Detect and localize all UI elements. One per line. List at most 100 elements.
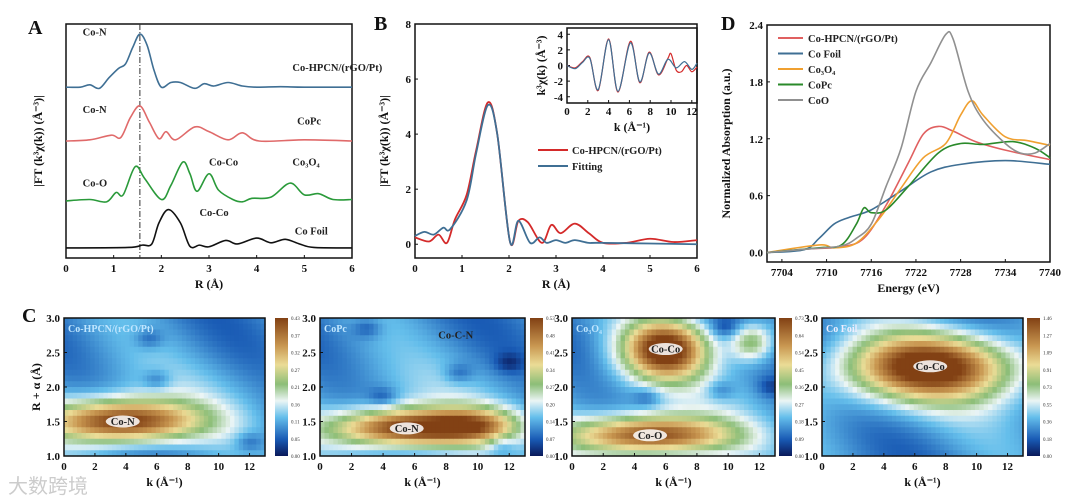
heatmap-cell bbox=[713, 387, 719, 394]
heatmap-cell bbox=[324, 444, 330, 451]
heatmap-cell bbox=[440, 444, 446, 451]
heatmap-cell bbox=[883, 404, 889, 411]
heatmap-cell bbox=[677, 364, 683, 371]
heatmap-cell bbox=[85, 318, 91, 325]
heatmap-cell bbox=[395, 450, 401, 457]
heatmap-cell bbox=[961, 369, 967, 377]
heatmap-cell bbox=[874, 375, 880, 382]
heatmap-cell bbox=[966, 387, 972, 394]
heatmap-cell bbox=[735, 415, 741, 423]
heatmap-cell bbox=[173, 410, 179, 417]
heatmap-cell bbox=[377, 346, 383, 354]
heatmap-cell bbox=[691, 421, 697, 428]
heatmap-cell bbox=[212, 335, 218, 342]
heatmap-cell bbox=[373, 421, 379, 428]
heatmap-cell bbox=[620, 438, 626, 446]
heatmap-cell bbox=[624, 427, 630, 434]
heatmap-cell bbox=[103, 323, 109, 331]
heatmap-cell bbox=[983, 329, 989, 336]
heatmap-cell bbox=[602, 415, 608, 423]
heatmap-cell bbox=[939, 329, 945, 336]
heatmap-cell bbox=[835, 323, 841, 331]
heatmap-cell bbox=[878, 318, 884, 325]
x-tick-label: 4 bbox=[632, 461, 638, 473]
heatmap-cell bbox=[926, 318, 932, 325]
heatmap-cell bbox=[364, 346, 370, 354]
heatmap-cell bbox=[234, 329, 240, 336]
heatmap-cell bbox=[931, 398, 937, 405]
heatmap-cell bbox=[748, 375, 754, 382]
heatmap-cell bbox=[489, 335, 495, 342]
heatmap-cell bbox=[691, 381, 697, 388]
heatmap-cell bbox=[418, 318, 424, 325]
series-line-co3o4 bbox=[65, 161, 353, 203]
heatmap-cell bbox=[181, 387, 187, 394]
heatmap-cell bbox=[757, 329, 763, 336]
heatmap-cell bbox=[225, 392, 231, 400]
heatmap-cell bbox=[256, 444, 262, 451]
heatmap-cell bbox=[983, 415, 989, 423]
heatmap-cell bbox=[870, 427, 876, 434]
heatmap-cell bbox=[992, 404, 998, 411]
heatmap-cell bbox=[422, 323, 428, 331]
heatmap-cell bbox=[98, 381, 104, 388]
heatmap-cell bbox=[861, 444, 867, 451]
heatmap-cell bbox=[896, 323, 902, 331]
heatmap-cell bbox=[633, 358, 639, 365]
heatmap-cell bbox=[770, 329, 776, 336]
heatmap-cell bbox=[900, 404, 906, 411]
heatmap-cell bbox=[970, 404, 976, 411]
heatmap-cell bbox=[328, 364, 334, 371]
heatmap-cell bbox=[961, 427, 967, 434]
heatmap-cell bbox=[203, 341, 209, 348]
heatmap-cell bbox=[766, 358, 772, 365]
heatmap-cell bbox=[887, 335, 893, 342]
heatmap-cell bbox=[369, 375, 375, 382]
heatmap-cell bbox=[979, 387, 985, 394]
heatmap-cell bbox=[704, 444, 710, 451]
heatmap-cell bbox=[90, 323, 96, 331]
heatmap-cell bbox=[186, 341, 192, 348]
heatmap-cell bbox=[72, 375, 78, 382]
heatmap-cell bbox=[72, 369, 78, 377]
heatmap-cell bbox=[72, 335, 78, 342]
heatmap-cell bbox=[520, 346, 526, 354]
heatmap-cell bbox=[234, 415, 240, 423]
heatmap-cell bbox=[874, 381, 880, 388]
heatmap-cell bbox=[686, 341, 692, 348]
heatmap-cell bbox=[739, 392, 745, 400]
heatmap-cell bbox=[395, 375, 401, 382]
heatmap-cell bbox=[168, 335, 174, 342]
heatmap-cell bbox=[848, 438, 854, 446]
heatmap-cell bbox=[68, 352, 74, 359]
heatmap-cell bbox=[369, 323, 375, 331]
heatmap-cell bbox=[1014, 352, 1020, 359]
heatmap-cell bbox=[94, 433, 100, 440]
heatmap-cell bbox=[449, 392, 455, 400]
heatmap-cell bbox=[177, 438, 183, 446]
heatmap-cell bbox=[708, 375, 714, 382]
heatmap-cell bbox=[822, 444, 827, 451]
heatmap-cell bbox=[624, 364, 630, 371]
heatmap-cell bbox=[598, 375, 604, 382]
heatmap-cell bbox=[511, 364, 517, 371]
heatmap-cell bbox=[585, 387, 591, 394]
heatmap-cell bbox=[944, 358, 950, 365]
heatmap-cell bbox=[861, 450, 867, 457]
heatmap-cell bbox=[682, 341, 688, 348]
x-tick-label: 0 bbox=[569, 461, 575, 473]
heatmap-cell bbox=[651, 341, 657, 348]
heatmap-cell bbox=[598, 444, 604, 451]
heatmap-cell bbox=[704, 323, 710, 331]
heatmap-cell bbox=[957, 392, 963, 400]
heatmap-cell bbox=[852, 444, 858, 451]
heatmap-cell bbox=[181, 352, 187, 359]
heatmap-cell bbox=[418, 346, 424, 354]
heatmap-cell bbox=[90, 433, 96, 440]
heatmap-cell bbox=[112, 323, 118, 331]
heatmap-cell bbox=[822, 398, 827, 405]
heatmap-cell bbox=[691, 404, 697, 411]
heatmap-cell bbox=[572, 323, 578, 331]
heatmap-cell bbox=[704, 381, 710, 388]
x-axis-label: k (Å⁻¹) bbox=[655, 475, 691, 489]
